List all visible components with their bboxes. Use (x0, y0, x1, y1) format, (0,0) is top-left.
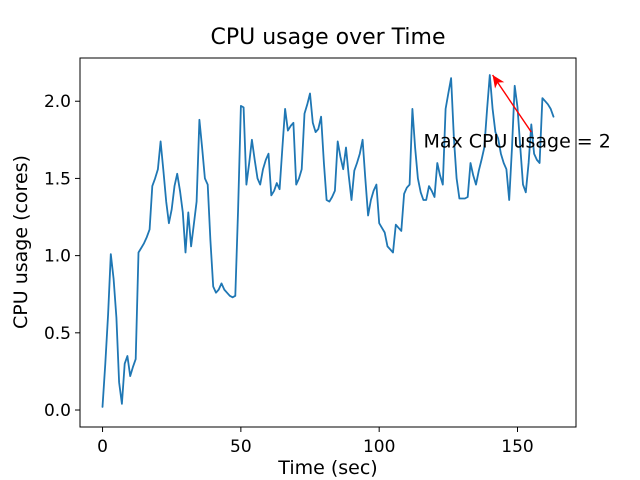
y-tick-label: 2.0 (44, 92, 71, 112)
x-tick-label: 0 (97, 437, 108, 457)
annotation-group: Max CPU usage = 2 (423, 74, 611, 153)
y-tick-label: 1.5 (44, 169, 71, 189)
axis-ticks: 0 50 100 150 0.0 0.5 1.0 1.5 2.0 (44, 92, 534, 457)
plot-area (79, 57, 577, 428)
y-tick-label: 0.0 (44, 401, 71, 421)
x-tick-label: 50 (230, 437, 252, 457)
y-tick-label: 0.5 (44, 324, 71, 344)
y-tick-label: 1.0 (44, 247, 71, 267)
x-tick-label: 150 (501, 437, 533, 457)
annotation-arrow (492, 74, 532, 133)
y-axis-label: CPU usage (cores) (10, 155, 32, 329)
x-axis-label: Time (sec) (277, 457, 377, 479)
cpu-usage-line (101, 74, 555, 408)
chart-title: CPU usage over Time (211, 25, 446, 50)
x-tick-label: 100 (363, 437, 395, 457)
annotation-text: Max CPU usage = 2 (423, 131, 610, 153)
